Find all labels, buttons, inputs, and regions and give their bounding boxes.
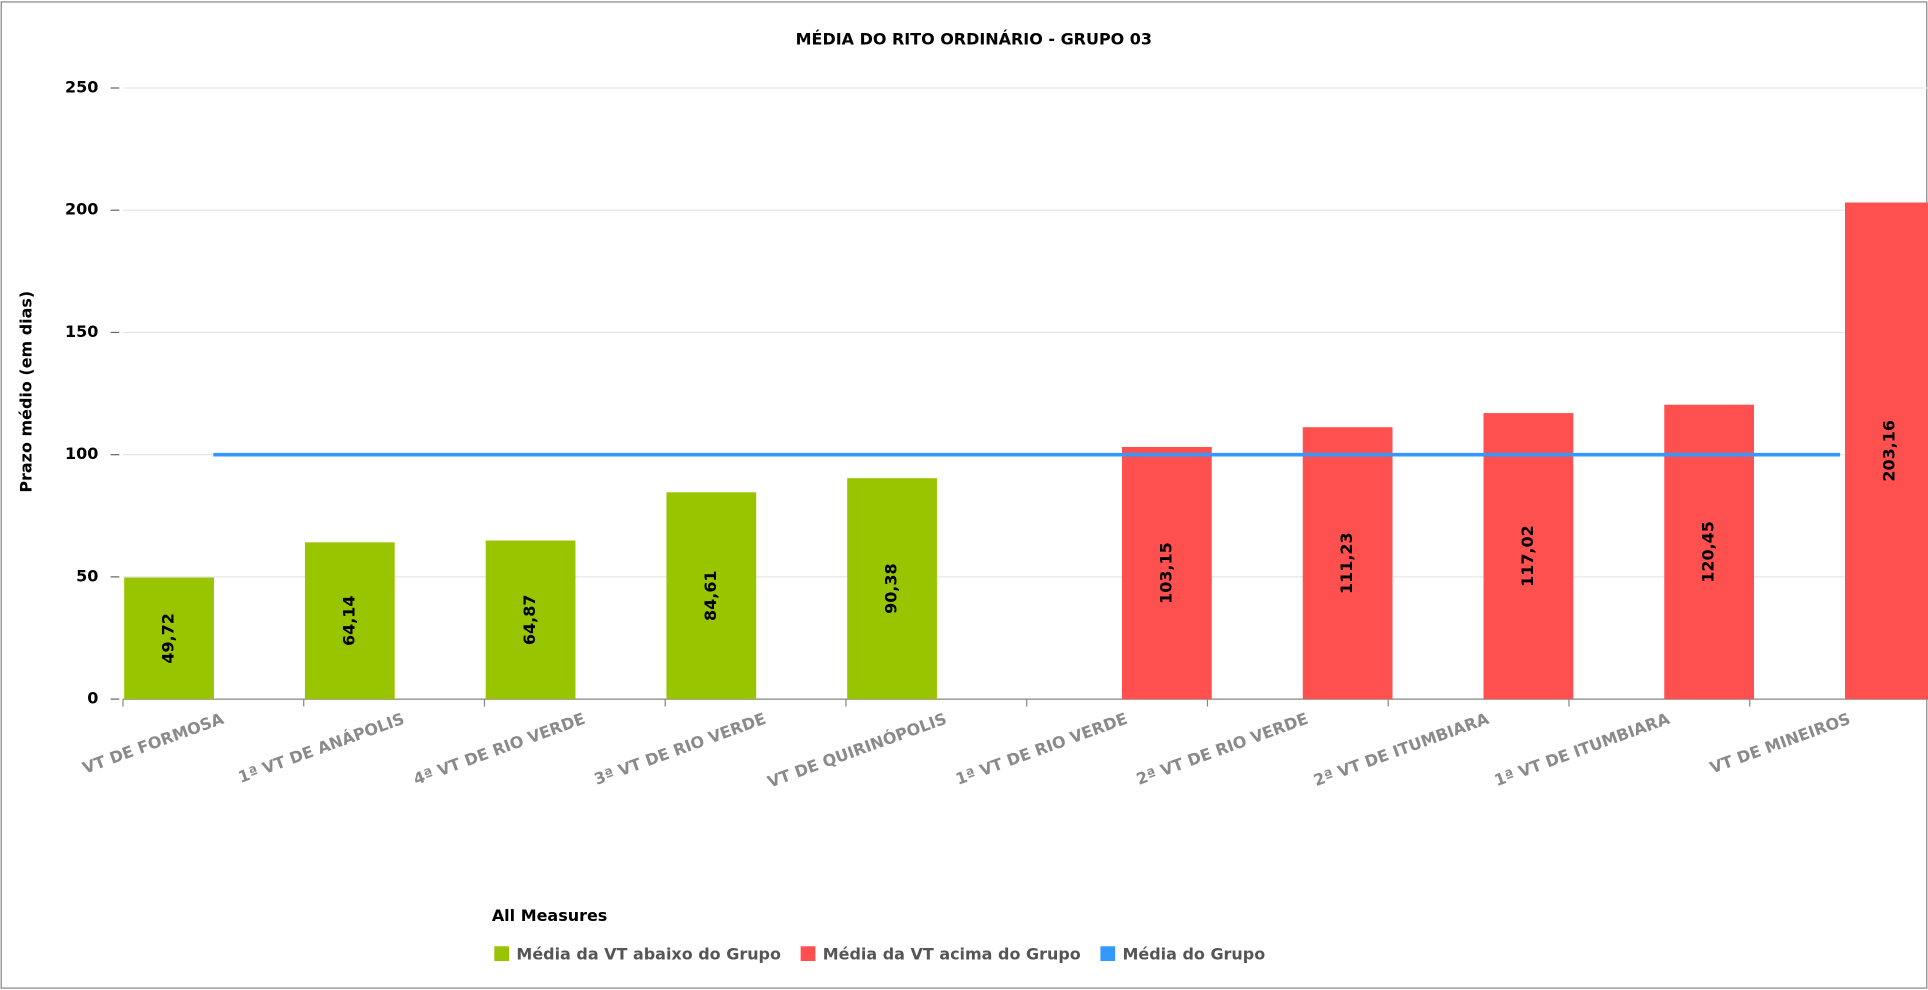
y-tick-label: 0 — [87, 689, 98, 708]
y-axis-label: Prazo médio (em dias) — [17, 291, 36, 493]
y-tick-label: 200 — [65, 200, 98, 219]
value-label: 90,38 — [882, 563, 901, 614]
value-label: 84,61 — [701, 570, 720, 621]
bar — [485, 540, 576, 700]
value-label: 64,14 — [339, 595, 358, 646]
value-label: 120,45 — [1699, 521, 1718, 583]
y-tick-label: 50 — [76, 566, 98, 585]
value-label: 49,72 — [159, 613, 178, 664]
legend-label: Média do Grupo — [1123, 944, 1266, 963]
bar — [1302, 427, 1393, 700]
chart-title: MÉDIA DO RITO ORDINÁRIO - GRUPO 03 — [796, 30, 1152, 49]
bar — [1845, 202, 1928, 700]
bar — [666, 492, 757, 700]
value-label: 203,16 — [1879, 420, 1898, 482]
y-tick-label: 100 — [65, 444, 98, 463]
legend-swatch — [800, 946, 816, 962]
y-tick-label: 250 — [65, 78, 98, 97]
value-label: 111,23 — [1337, 532, 1356, 594]
bar — [847, 478, 937, 700]
y-tick-label: 150 — [65, 322, 98, 341]
legend-swatch — [494, 946, 510, 962]
legend-label: Média da VT abaixo do Grupo — [516, 944, 781, 963]
bar — [124, 577, 214, 700]
legend-title: All Measures — [492, 906, 607, 925]
value-label: 117,02 — [1518, 525, 1537, 587]
bar — [1483, 413, 1574, 700]
legend-swatch — [1100, 946, 1116, 962]
bar — [1122, 446, 1212, 700]
legend-label: Média da VT acima do Grupo — [823, 944, 1081, 963]
value-label: 103,15 — [1156, 542, 1175, 604]
value-label: 64,87 — [520, 595, 539, 646]
bar — [304, 542, 395, 700]
